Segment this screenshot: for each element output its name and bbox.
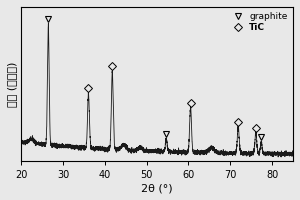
X-axis label: 2θ (°): 2θ (°) — [141, 183, 173, 193]
Legend: graphite, TiC: graphite, TiC — [227, 10, 290, 35]
Y-axis label: 强度 (相对値): 强度 (相对値) — [7, 61, 17, 107]
